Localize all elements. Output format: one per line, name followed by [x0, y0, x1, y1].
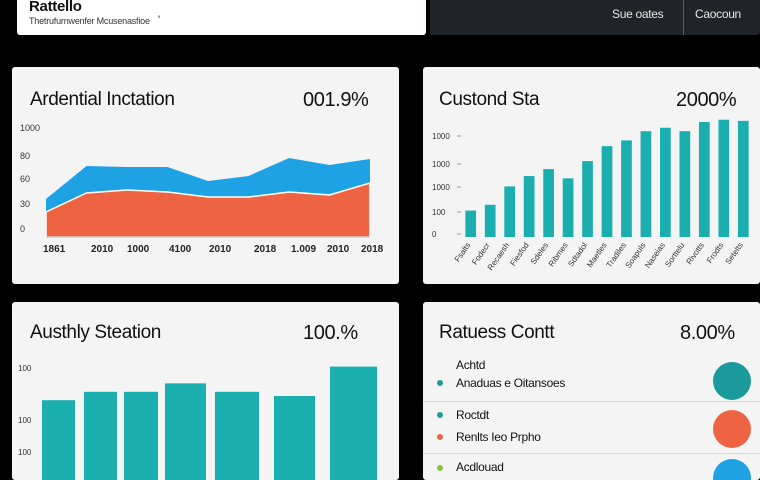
bar: [698, 122, 710, 237]
list-heading: Acdlouad: [456, 460, 504, 474]
x-tick-label: Naseias: [643, 241, 667, 270]
bar: [582, 161, 593, 237]
bar: [660, 127, 671, 237]
app-subtitle: Thetrufurnwenfer Mcusenasfioe: [29, 16, 150, 26]
list-item-label: Renlts Ieo Prpho: [456, 430, 541, 444]
y-tick-label: 0: [432, 230, 437, 239]
tab-sales[interactable]: Sue oates: [612, 7, 664, 21]
panel-area-chart: Ardential Inctation 001.9% 1000 80 60 30 0 18…: [12, 67, 399, 284]
bar: [84, 391, 117, 480]
divider: [423, 401, 760, 402]
chart-value-label: 100.%: [303, 322, 358, 344]
y-tick-label: 60: [20, 174, 30, 184]
x-tick-label: Rivotts: [685, 241, 706, 266]
panel-station-chart: Austhly Steation 100.% 100 100 100: [12, 302, 399, 480]
chart-title: Austhly Steation: [30, 322, 161, 343]
bar: [737, 120, 749, 237]
bar-chart: 1000100010001000FsaltsFodecrRecaeshFiesf…: [432, 119, 749, 272]
y-tick-label: 100: [18, 448, 32, 457]
x-tick-label: 2018: [361, 244, 384, 255]
bar: [523, 176, 535, 237]
bar: [679, 131, 691, 237]
bar: [621, 140, 632, 237]
legend-dot: [437, 380, 443, 386]
chart-title: Custond Sta: [439, 89, 540, 110]
y-tick-label: 1000: [432, 183, 450, 192]
caret-icon: ': [158, 14, 161, 26]
header-bar: Rattello Thetrufurnwenfer Mcusenasfioe ': [17, 0, 426, 35]
y-tick-label: 100: [18, 364, 32, 373]
bar: [504, 186, 516, 237]
x-tick-label: 2010: [327, 244, 350, 255]
tab-account[interactable]: Caocoun: [695, 7, 741, 21]
x-tick-label: Sorttelu: [663, 241, 686, 269]
y-tick-label: 1000: [432, 160, 450, 169]
divider: [423, 453, 760, 454]
list-heading: Achtd: [456, 358, 486, 372]
x-tick-label: Fsalts: [453, 241, 473, 264]
panel-ratuess: Ratuess Contt 8.00% Achtd Anaduas e Oita…: [423, 302, 760, 480]
x-tick-label: Setelts: [723, 241, 744, 266]
legend-dot: [437, 465, 443, 471]
chart-title: Ardential Inctation: [30, 89, 175, 110]
bar: [274, 396, 315, 480]
bar: [330, 366, 377, 480]
bar: [484, 204, 496, 237]
area-chart: 1000 80 60 30 0 1861 2010 1000 4100 2010 2018 1.009…: [20, 123, 384, 255]
y-tick-label: 100: [18, 416, 32, 425]
bar: [543, 169, 554, 237]
bar: [124, 391, 158, 480]
bar: [165, 383, 206, 480]
list-heading: Roctdt: [456, 408, 489, 422]
status-circle[interactable]: [713, 410, 751, 448]
x-tick-label: 1.009: [291, 244, 316, 255]
status-circle[interactable]: [713, 362, 751, 400]
x-tick-label: 2010: [209, 244, 232, 255]
x-tick-label: 1861: [43, 244, 66, 255]
y-tick-label: 1000: [432, 132, 450, 141]
tab-divider: [683, 0, 684, 35]
y-tick-label: 1000: [20, 123, 40, 133]
bar: [42, 400, 75, 480]
chart-value-label: 001.9%: [303, 89, 369, 111]
legend-dot: [437, 434, 443, 440]
list-item-label: Anaduas e Oitansoes: [456, 376, 566, 390]
y-tick-label: 80: [20, 151, 30, 161]
panel-title: Ratuess Contt: [439, 322, 555, 343]
bar: [215, 391, 259, 480]
y-tick-label: 30: [20, 199, 30, 209]
x-tick-label: Fiesfod: [508, 241, 530, 268]
bar: [601, 146, 613, 237]
y-tick-label: 100: [432, 208, 446, 217]
x-tick-label: 2018: [254, 244, 277, 255]
status-circle[interactable]: [713, 459, 751, 480]
chart-value-label: 2000%: [676, 89, 737, 111]
bar: [465, 210, 477, 237]
tab-bar: Sue oates Caocoun: [430, 0, 760, 35]
bar-chart: 100 100 100: [18, 364, 377, 480]
app-title: Rattello: [29, 0, 82, 15]
x-tick-label: 4100: [169, 244, 192, 255]
panel-value-label: 8.00%: [680, 322, 735, 344]
bar: [718, 119, 730, 237]
panel-bar-chart: Custond Sta 2000% 1000 1000 1000 100 0 Fsalts…: [423, 67, 760, 284]
x-tick-label: 2010: [91, 244, 114, 255]
bar: [640, 131, 652, 237]
x-tick-label: 1000: [127, 244, 150, 255]
bar: [562, 178, 574, 237]
area-series-orange: [45, 181, 371, 238]
legend-dot: [437, 412, 443, 418]
y-tick-label: 0: [20, 224, 25, 234]
